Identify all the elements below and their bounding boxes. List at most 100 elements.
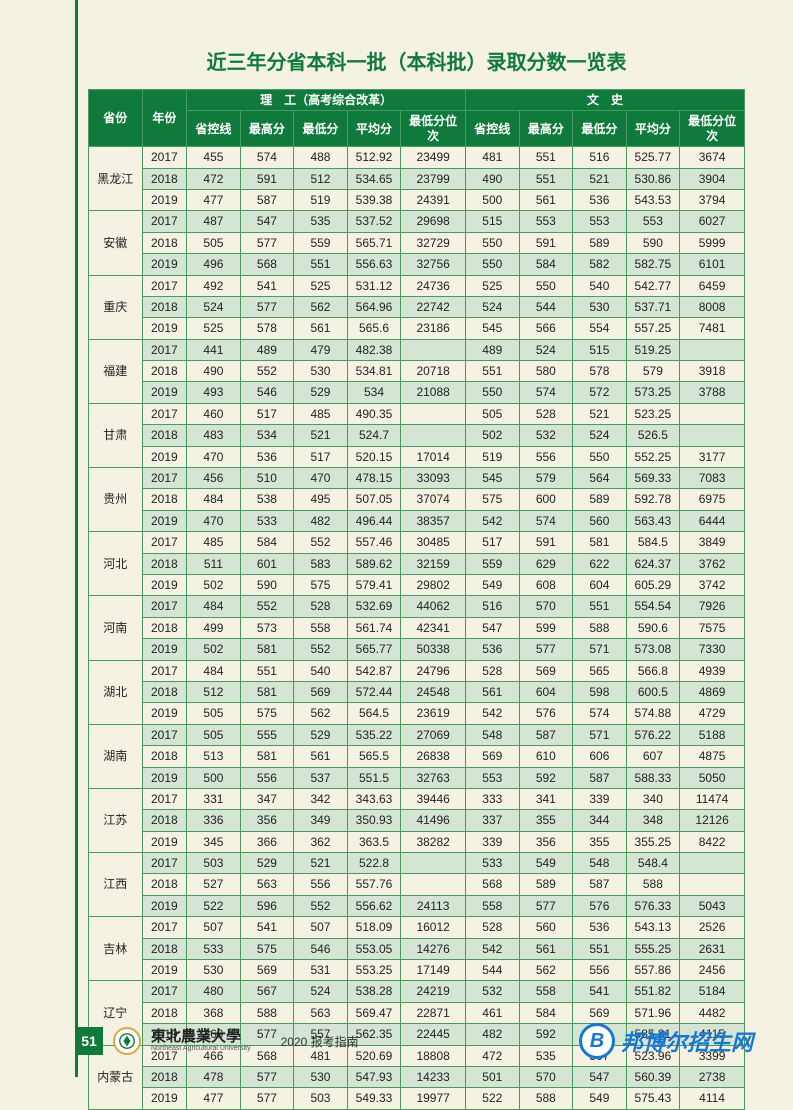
cell-value: 24219 — [401, 981, 466, 1002]
cell-value: 347 — [240, 788, 294, 809]
university-name-en: Northeast Agricultural University — [151, 1045, 251, 1052]
cell-value: 542 — [466, 703, 520, 724]
cell-value: 558 — [294, 617, 348, 638]
cell-value: 529 — [240, 853, 294, 874]
cell-value: 542.77 — [626, 275, 680, 296]
cell-value: 528 — [466, 660, 520, 681]
table-row: 黑龙江2017455574488512.9223499481551516525.… — [89, 147, 745, 168]
cell-value: 484 — [187, 489, 241, 510]
cell-value — [680, 425, 745, 446]
cell-value: 22871 — [401, 1002, 466, 1023]
cell-value: 546 — [240, 382, 294, 403]
cell-value: 503 — [294, 1088, 348, 1109]
cell-value: 23619 — [401, 703, 466, 724]
cell-value: 3177 — [680, 446, 745, 467]
cell-value: 570 — [519, 1066, 573, 1087]
cell-value: 26838 — [401, 746, 466, 767]
cell-value: 340 — [626, 788, 680, 809]
cell-value: 3788 — [680, 382, 745, 403]
cell-value: 551 — [573, 938, 627, 959]
cell-value: 539.38 — [347, 189, 401, 210]
th-science-group: 理 工（高考综合改革） — [187, 90, 466, 111]
cell-value: 532 — [519, 425, 573, 446]
cell-value: 515 — [573, 339, 627, 360]
cell-value: 556 — [519, 446, 573, 467]
cell-value: 569 — [519, 660, 573, 681]
cell-value: 348 — [626, 810, 680, 831]
cell-value: 577 — [240, 1066, 294, 1087]
cell-value: 577 — [240, 1088, 294, 1109]
cell-value: 534.65 — [347, 168, 401, 189]
cell-value: 576.33 — [626, 895, 680, 916]
cell-value: 4114 — [680, 1088, 745, 1109]
table-row: 2019502581552565.7750338536577571573.087… — [89, 639, 745, 660]
table-row: 2018472591512534.6523799490551521530.863… — [89, 168, 745, 189]
cell-value: 6101 — [680, 254, 745, 275]
cell-value: 441 — [187, 339, 241, 360]
table-row: 2018533575546553.0514276542561551555.252… — [89, 938, 745, 959]
cell-value: 578 — [240, 318, 294, 339]
cell-value: 495 — [294, 489, 348, 510]
cell-value: 550 — [519, 275, 573, 296]
cell-value: 7575 — [680, 617, 745, 638]
cell-value: 567 — [240, 981, 294, 1002]
cell-value: 542.87 — [347, 660, 401, 681]
cell-value: 343.63 — [347, 788, 401, 809]
cell-value: 6444 — [680, 510, 745, 531]
cell-value: 581 — [240, 746, 294, 767]
cell-value: 563 — [294, 1002, 348, 1023]
cell-value: 550 — [466, 232, 520, 253]
cell-value: 557.46 — [347, 532, 401, 553]
cell-value: 455 — [187, 147, 241, 168]
cell-year: 2019 — [142, 254, 187, 275]
cell-value: 582.75 — [626, 254, 680, 275]
cell-value: 558 — [466, 895, 520, 916]
cell-value: 542 — [466, 510, 520, 531]
cell-value: 577 — [240, 296, 294, 317]
cell-value: 569 — [294, 681, 348, 702]
cell-value: 350.93 — [347, 810, 401, 831]
cell-value: 592 — [519, 767, 573, 788]
cell-value: 4939 — [680, 660, 745, 681]
cell-value: 604 — [519, 681, 573, 702]
cell-value: 566.8 — [626, 660, 680, 681]
cell-value: 551 — [573, 596, 627, 617]
th-subcol: 省控线 — [466, 111, 520, 147]
cell-value: 564.96 — [347, 296, 401, 317]
th-subcol: 平均分 — [347, 111, 401, 147]
cell-value: 541 — [573, 981, 627, 1002]
cell-value: 502 — [187, 574, 241, 595]
cell-value: 551 — [294, 254, 348, 275]
cell-value: 366 — [240, 831, 294, 852]
cell-value: 572 — [573, 382, 627, 403]
cell-value: 5999 — [680, 232, 745, 253]
cell-year: 2019 — [142, 510, 187, 531]
cell-value: 521 — [573, 403, 627, 424]
cell-value: 587 — [573, 874, 627, 895]
cell-value: 588.33 — [626, 767, 680, 788]
cell-year: 2019 — [142, 446, 187, 467]
cell-year: 2017 — [142, 339, 187, 360]
cell-value: 337 — [466, 810, 520, 831]
cell-value: 16012 — [401, 917, 466, 938]
table-row: 2019500556537551.532763553592587588.3350… — [89, 767, 745, 788]
cell-value: 549 — [573, 1088, 627, 1109]
cell-value: 19977 — [401, 1088, 466, 1109]
cell-value: 519 — [466, 446, 520, 467]
cell-value: 499 — [187, 617, 241, 638]
guide-label: 2020 报考指南 — [281, 1033, 359, 1050]
cell-value: 505 — [187, 724, 241, 745]
cell-year: 2017 — [142, 724, 187, 745]
cell-value: 568 — [466, 874, 520, 895]
cell-value: 575 — [240, 938, 294, 959]
cell-value: 517 — [240, 403, 294, 424]
cell-value: 528 — [519, 403, 573, 424]
cell-value: 540 — [573, 275, 627, 296]
cell-value: 590 — [240, 574, 294, 595]
cell-province: 吉林 — [89, 917, 143, 981]
cell-value: 553.05 — [347, 938, 401, 959]
cell-value: 574.88 — [626, 703, 680, 724]
cell-value: 32756 — [401, 254, 466, 275]
table-row: 安徽2017487547535537.522969851555355355360… — [89, 211, 745, 232]
cell-value: 571 — [573, 724, 627, 745]
